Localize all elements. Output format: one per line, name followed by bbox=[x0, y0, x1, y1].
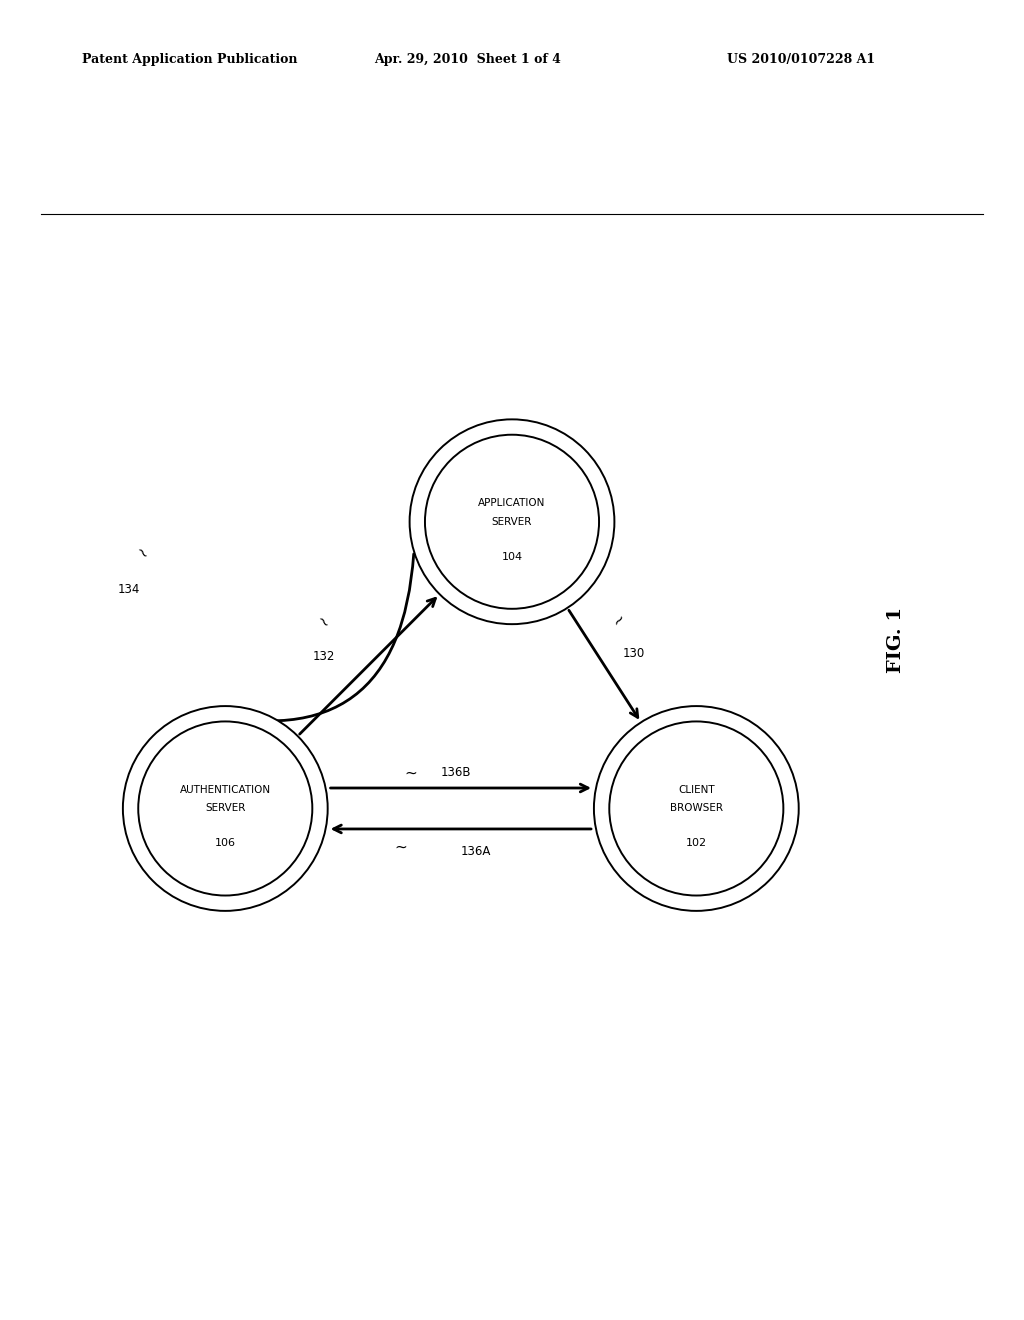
Text: 134: 134 bbox=[118, 583, 140, 597]
Text: AUTHENTICATION: AUTHENTICATION bbox=[180, 785, 270, 795]
FancyArrowPatch shape bbox=[331, 784, 588, 792]
Text: 136A: 136A bbox=[461, 845, 492, 858]
Text: SERVER: SERVER bbox=[205, 804, 246, 813]
Text: Apr. 29, 2010  Sheet 1 of 4: Apr. 29, 2010 Sheet 1 of 4 bbox=[374, 53, 560, 66]
Circle shape bbox=[425, 434, 599, 609]
Text: Patent Application Publication: Patent Application Publication bbox=[82, 53, 297, 66]
Text: ~: ~ bbox=[131, 544, 151, 562]
Text: ~: ~ bbox=[312, 612, 332, 632]
Circle shape bbox=[609, 722, 783, 895]
Text: SERVER: SERVER bbox=[492, 516, 532, 527]
Circle shape bbox=[410, 420, 614, 624]
Text: APPLICATION: APPLICATION bbox=[478, 499, 546, 508]
Text: CLIENT: CLIENT bbox=[678, 785, 715, 795]
Text: ~: ~ bbox=[609, 610, 629, 630]
Circle shape bbox=[123, 706, 328, 911]
FancyArrowPatch shape bbox=[569, 610, 638, 717]
FancyArrowPatch shape bbox=[300, 598, 435, 734]
Text: 106: 106 bbox=[215, 838, 236, 849]
Circle shape bbox=[594, 706, 799, 911]
Text: FIG. 1: FIG. 1 bbox=[887, 606, 905, 673]
Text: ~: ~ bbox=[404, 766, 417, 780]
Text: 136B: 136B bbox=[440, 766, 471, 779]
Text: BROWSER: BROWSER bbox=[670, 804, 723, 813]
Circle shape bbox=[138, 722, 312, 895]
FancyArrowPatch shape bbox=[202, 554, 414, 721]
Text: 104: 104 bbox=[502, 552, 522, 561]
FancyArrowPatch shape bbox=[334, 825, 591, 833]
Text: 132: 132 bbox=[312, 649, 335, 663]
Text: ~: ~ bbox=[394, 840, 407, 854]
Text: 130: 130 bbox=[623, 647, 645, 660]
Text: 102: 102 bbox=[686, 838, 707, 849]
Text: US 2010/0107228 A1: US 2010/0107228 A1 bbox=[727, 53, 876, 66]
